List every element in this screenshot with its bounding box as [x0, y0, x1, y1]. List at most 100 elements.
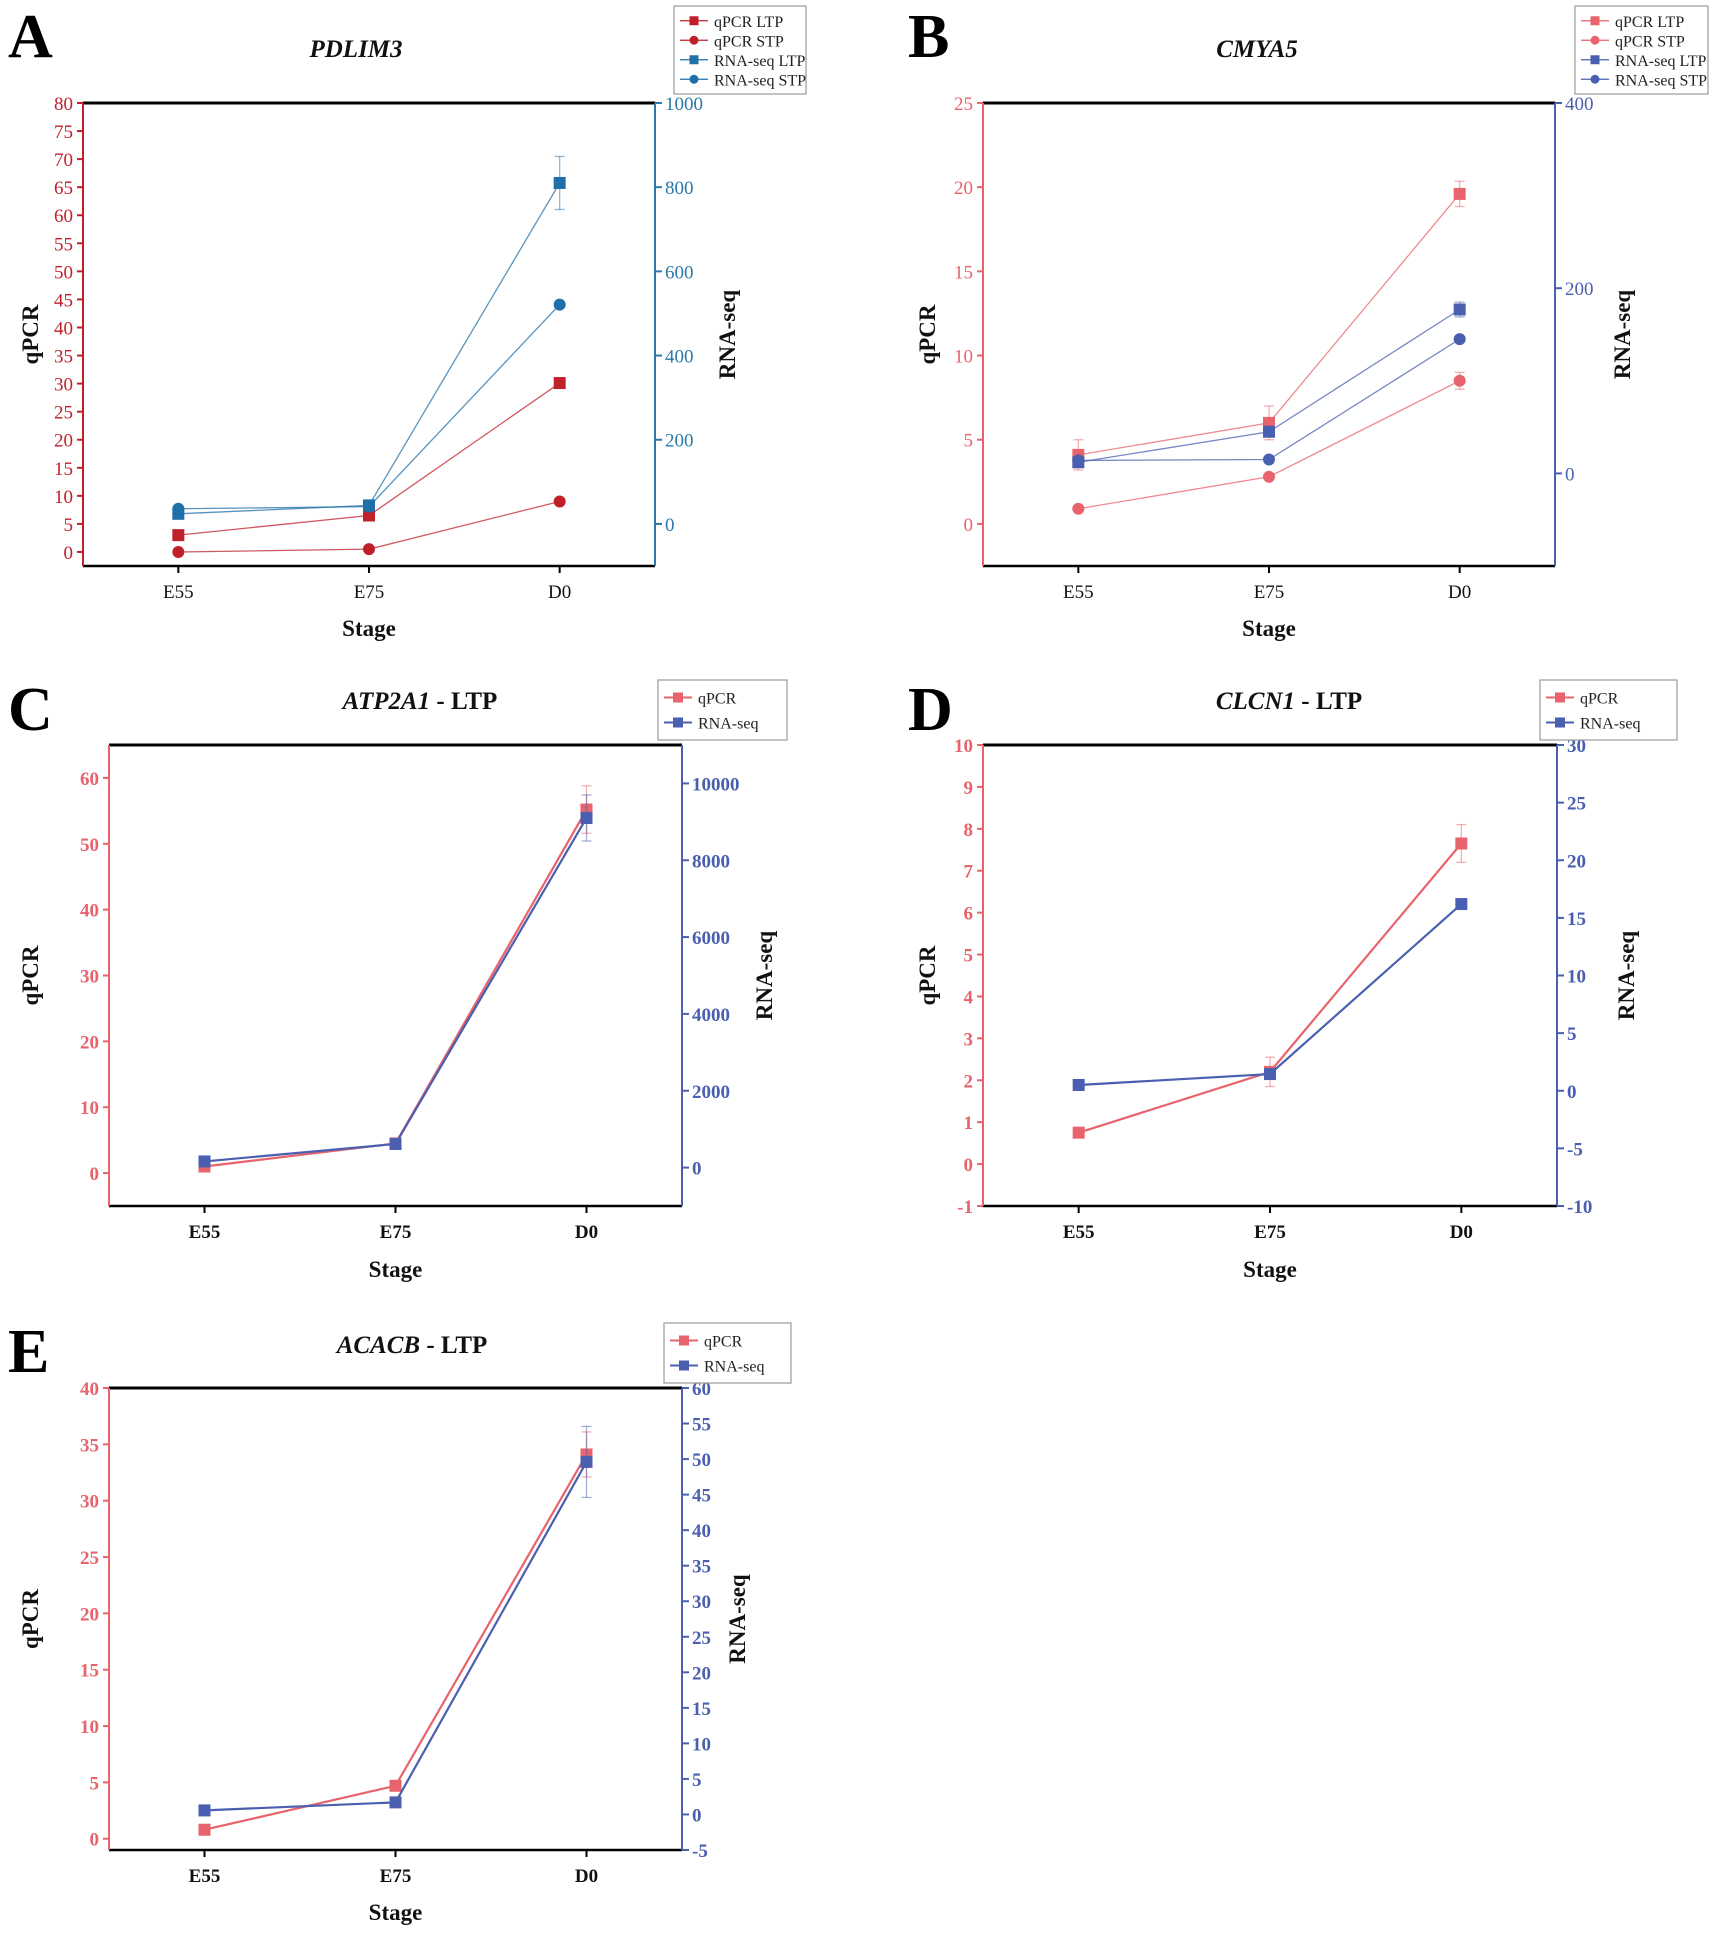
title-gene: CLCN1 — [1216, 688, 1295, 715]
right-y-tick-label: 8000 — [692, 851, 730, 872]
right-y-tick-label: 30 — [692, 1592, 711, 1613]
x-axis-label: Stage — [1242, 616, 1296, 641]
right-y-tick-label: 15 — [692, 1699, 711, 1720]
legend-item: RNA-seq — [670, 1359, 764, 1376]
legend-square-marker — [1590, 16, 1600, 26]
left-y-tick-label: 30 — [80, 1492, 99, 1513]
legend: qPCR RNA-seq — [1539, 679, 1678, 741]
legend: qPCR LTP qPCR STP RNA-seq LTP RNA-seq STP — [673, 5, 807, 95]
legend-label: RNA-seq STP — [1615, 72, 1707, 89]
left-y-tick-label: 35 — [80, 1435, 99, 1456]
title-gene: CMYA5 — [1216, 36, 1298, 63]
data-point-circle-marker — [553, 298, 566, 311]
right-y-tick-label: 0 — [1567, 1082, 1577, 1103]
right-y-tick-label: 4000 — [692, 1005, 730, 1026]
left-y-tick-label: 5 — [64, 515, 74, 536]
right-y-tick-label: 45 — [692, 1486, 711, 1507]
left-y-axis-label: qPCR — [18, 1589, 43, 1649]
title-suffix: - LTP — [420, 1332, 487, 1359]
legend-circle-marker — [689, 74, 699, 84]
right-y-tick-label: 200 — [665, 431, 694, 452]
left-y-tick-label: 0 — [64, 543, 74, 564]
legend-item: qPCR — [1546, 691, 1619, 708]
legend-square-marker — [689, 55, 699, 65]
left-y-tick-label: 10 — [954, 736, 973, 757]
panel-b: B CMYA5 0 5 10 15 20 25 0 200 400 E55 E75 D0 Stage qPCR… — [908, 3, 1709, 641]
data-point-square-marker — [1263, 425, 1275, 438]
right-y-tick-label: 10 — [692, 1734, 711, 1755]
x-tick-label: D0 — [575, 1866, 598, 1887]
legend-label: RNA-seq — [698, 716, 758, 733]
left-y-tick-label: 60 — [80, 769, 99, 790]
left-y-tick-label: 40 — [80, 1379, 99, 1400]
legend-box — [1539, 679, 1678, 741]
left-y-tick-label: 10 — [80, 1098, 99, 1119]
title-gene: ACACB — [335, 1332, 420, 1359]
left-y-tick-label: 0 — [964, 1155, 974, 1176]
data-point-circle-marker — [1453, 333, 1466, 346]
right-y-tick-label: 200 — [1565, 279, 1594, 300]
series-rna-seq — [198, 1425, 593, 1817]
legend-item: qPCR LTP — [1581, 14, 1684, 31]
left-y-tick-label: 0 — [90, 1830, 100, 1851]
panel-a: A PDLIM3051015202530354045505560657075800… — [8, 3, 807, 641]
x-axis-label: Stage — [342, 616, 396, 641]
panel-letter: E — [8, 1318, 49, 1386]
series-qpcr-stp — [1072, 371, 1466, 515]
data-point-square-marker — [1072, 1078, 1085, 1091]
data-point-circle-marker — [1072, 502, 1085, 515]
right-y-tick-label: 50 — [692, 1450, 711, 1471]
left-y-tick-label: 7 — [964, 862, 974, 883]
left-y-tick-label: 45 — [54, 290, 73, 311]
legend-label: qPCR STP — [1615, 33, 1685, 50]
series-rna-seq — [1072, 898, 1468, 1091]
right-y-axis-label: RNA-seq — [715, 290, 740, 380]
left-y-tick-label: 4 — [964, 987, 974, 1008]
right-y-tick-label: 55 — [692, 1415, 711, 1436]
data-point-square-marker — [1264, 1068, 1276, 1081]
x-tick-label: D0 — [1448, 582, 1471, 603]
left-y-tick-label: 70 — [54, 150, 73, 171]
data-point-square-marker — [1453, 187, 1466, 200]
left-y-tick-label: 50 — [54, 262, 73, 283]
chart-title: ATP2A1 - LTP — [341, 688, 498, 715]
x-tick-label: E75 — [380, 1866, 412, 1887]
right-y-tick-label: -10 — [1567, 1197, 1592, 1218]
legend: qPCR LTP qPCR STP RNA-seq LTP RNA-seq STP — [1574, 5, 1709, 95]
title-suffix: - LTP — [430, 688, 497, 715]
right-y-axis-label: RNA-seq — [725, 1574, 750, 1664]
x-tick-label: D0 — [575, 1222, 598, 1243]
legend-item: RNA-seq STP — [680, 72, 806, 89]
legend-circle-marker — [689, 35, 699, 45]
left-y-tick-label: 0 — [90, 1164, 100, 1185]
series-line — [1078, 338, 1461, 462]
data-point-square-marker — [1455, 898, 1468, 911]
data-point-square-marker — [1455, 837, 1468, 850]
right-y-tick-label: 5 — [1567, 1024, 1577, 1045]
data-point-square-marker — [389, 1796, 402, 1809]
title-suffix: - LTP — [1295, 688, 1362, 715]
data-point-square-marker — [580, 811, 593, 824]
left-y-axis-label: qPCR — [915, 945, 940, 1005]
x-tick-label: E55 — [189, 1866, 221, 1887]
series-rna-seq-ltp — [1072, 301, 1466, 469]
left-y-tick-label: 60 — [54, 206, 73, 227]
data-point-square-marker — [363, 509, 375, 522]
right-y-tick-label: -5 — [1567, 1139, 1583, 1160]
legend-square-marker — [679, 1335, 689, 1346]
chart-title: ACACB - LTP — [335, 1332, 488, 1359]
left-y-tick-label: 10 — [954, 347, 973, 368]
legend-label: RNA-seq STP — [714, 72, 806, 89]
legend-item: qPCR STP — [1581, 33, 1685, 50]
series-rna-seq-stp — [1072, 333, 1466, 467]
legend-circle-marker — [1590, 35, 1600, 45]
right-y-tick-label: 0 — [692, 1805, 702, 1826]
legend-square-marker — [1555, 717, 1565, 728]
legend-square-marker — [689, 16, 699, 26]
legend-item: qPCR — [664, 691, 737, 708]
chart-title: PDLIM3 — [308, 36, 402, 63]
left-y-tick-label: 25 — [54, 403, 73, 424]
series-line — [204, 808, 588, 1168]
panel-c: C ATP2A1 - LTP 0 10 20 30 40 50 60 0 2000 4000 6000 8… — [8, 676, 788, 1282]
